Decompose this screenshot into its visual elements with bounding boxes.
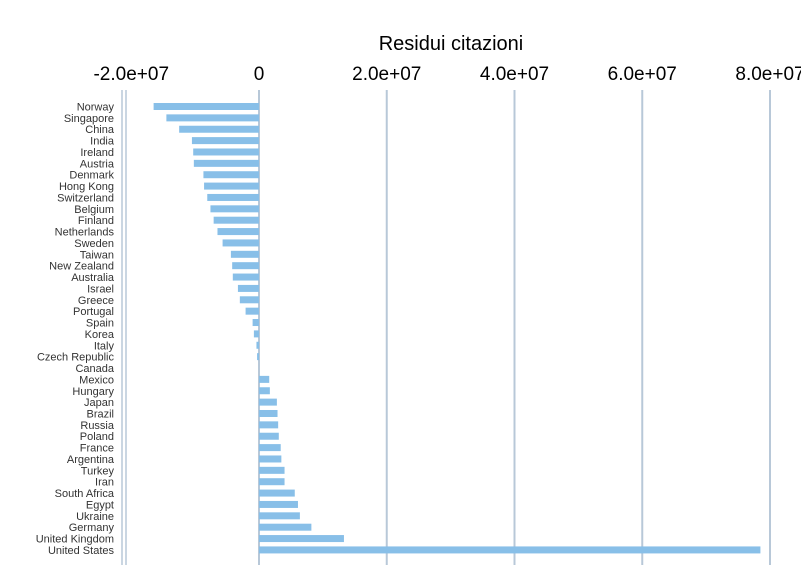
category-label: Israel bbox=[87, 283, 114, 295]
bar-ukraine bbox=[259, 512, 300, 520]
category-label: Egypt bbox=[86, 499, 114, 511]
category-label: United States bbox=[48, 545, 115, 557]
bar-japan bbox=[259, 398, 277, 406]
bar-austria bbox=[193, 159, 259, 167]
category-label: Italy bbox=[94, 340, 115, 352]
bar-ireland bbox=[193, 148, 259, 156]
bar-france bbox=[259, 444, 281, 452]
bar-belgium bbox=[210, 205, 259, 213]
bar-norway bbox=[153, 103, 259, 110]
category-label: Norway bbox=[77, 102, 115, 114]
bar-singapore bbox=[166, 114, 259, 122]
category-label: Taiwan bbox=[80, 249, 114, 261]
x-axis-tick-labels: -2.0e+07 0 2.0e+07 4.0e+07 6.0e+07 8.0e+07 bbox=[93, 64, 801, 85]
bar-greece bbox=[239, 296, 259, 304]
category-label: Greece bbox=[78, 295, 114, 307]
bar-spain bbox=[252, 319, 259, 327]
category-label: Ireland bbox=[80, 147, 114, 159]
bar-finland bbox=[213, 216, 259, 224]
category-label: Hong Kong bbox=[59, 181, 114, 193]
y-axis-category-labels: NorwaySingaporeChinaIndiaIrelandAustriaD… bbox=[36, 102, 115, 557]
bar-netherlands bbox=[217, 228, 259, 236]
category-label: Spain bbox=[86, 318, 114, 330]
category-label: Russia bbox=[80, 420, 115, 432]
category-label: New Zealand bbox=[49, 261, 114, 273]
category-label: Ukraine bbox=[76, 511, 114, 523]
category-label: Portugal bbox=[73, 306, 114, 318]
bar-sweden bbox=[222, 239, 259, 247]
bar-china bbox=[179, 125, 259, 133]
category-label: Switzerland bbox=[57, 192, 114, 204]
x-tick-label: 6.0e+07 bbox=[608, 64, 677, 85]
category-label: Singapore bbox=[64, 113, 114, 125]
category-label: Czech Republic bbox=[37, 352, 115, 364]
bar-taiwan bbox=[230, 250, 259, 258]
x-tick-label: -2.0e+07 bbox=[93, 64, 169, 85]
category-label: Finland bbox=[78, 215, 114, 227]
x-tick-label: 4.0e+07 bbox=[480, 64, 549, 85]
bar-iran bbox=[259, 478, 285, 486]
bar-poland bbox=[259, 432, 279, 440]
category-label: United Kingdom bbox=[36, 534, 114, 546]
bar-united-kingdom bbox=[259, 535, 344, 543]
category-label: Turkey bbox=[81, 465, 115, 477]
bar-brazil bbox=[259, 409, 278, 417]
bar-turkey bbox=[259, 466, 285, 474]
x-tick-label: 2.0e+07 bbox=[352, 64, 421, 85]
category-label: India bbox=[90, 136, 115, 148]
bar-israel bbox=[237, 284, 259, 292]
bar-hungary bbox=[259, 387, 270, 395]
bar-australia bbox=[232, 273, 259, 281]
bar-czech-republic bbox=[257, 353, 259, 361]
category-label: Netherlands bbox=[55, 227, 115, 239]
category-label: Canada bbox=[75, 363, 114, 375]
bar-korea bbox=[253, 330, 259, 338]
bar-portugal bbox=[245, 307, 259, 315]
bar-india bbox=[191, 137, 259, 145]
bar-germany bbox=[259, 523, 312, 531]
category-label: Austria bbox=[80, 158, 115, 170]
category-label: Brazil bbox=[86, 408, 114, 420]
x-tick-label: 8.0e+07 bbox=[735, 64, 801, 85]
category-label: Iran bbox=[95, 477, 114, 489]
category-label: Denmark bbox=[69, 170, 114, 182]
grid-lines bbox=[121, 90, 771, 565]
bar-united-states bbox=[259, 546, 761, 554]
bars bbox=[153, 103, 761, 554]
category-label: Hungary bbox=[72, 386, 114, 398]
category-label: Poland bbox=[80, 431, 114, 443]
category-label: South Africa bbox=[55, 488, 115, 500]
bar-egypt bbox=[259, 500, 298, 508]
bar-russia bbox=[259, 421, 279, 429]
category-label: Mexico bbox=[79, 374, 114, 386]
category-label: Sweden bbox=[74, 238, 114, 250]
bar-argentina bbox=[259, 455, 282, 463]
category-label: Argentina bbox=[67, 454, 115, 466]
category-label: Korea bbox=[85, 329, 115, 341]
bar-denmark bbox=[203, 171, 259, 179]
category-label: China bbox=[85, 124, 115, 136]
category-label: France bbox=[80, 443, 114, 455]
category-label: Japan bbox=[84, 397, 114, 409]
bar-new-zealand bbox=[232, 262, 259, 270]
bar-italy bbox=[256, 341, 259, 349]
category-label: Belgium bbox=[74, 204, 114, 216]
bar-mexico bbox=[259, 375, 270, 383]
bar-south-africa bbox=[259, 489, 295, 497]
category-label: Australia bbox=[71, 272, 115, 284]
chart-title: Residui citazioni bbox=[379, 33, 524, 55]
category-label: Germany bbox=[69, 522, 115, 534]
bar-switzerland bbox=[207, 193, 259, 201]
bar-hong-kong bbox=[204, 182, 259, 190]
x-tick-label: 0 bbox=[254, 64, 265, 85]
